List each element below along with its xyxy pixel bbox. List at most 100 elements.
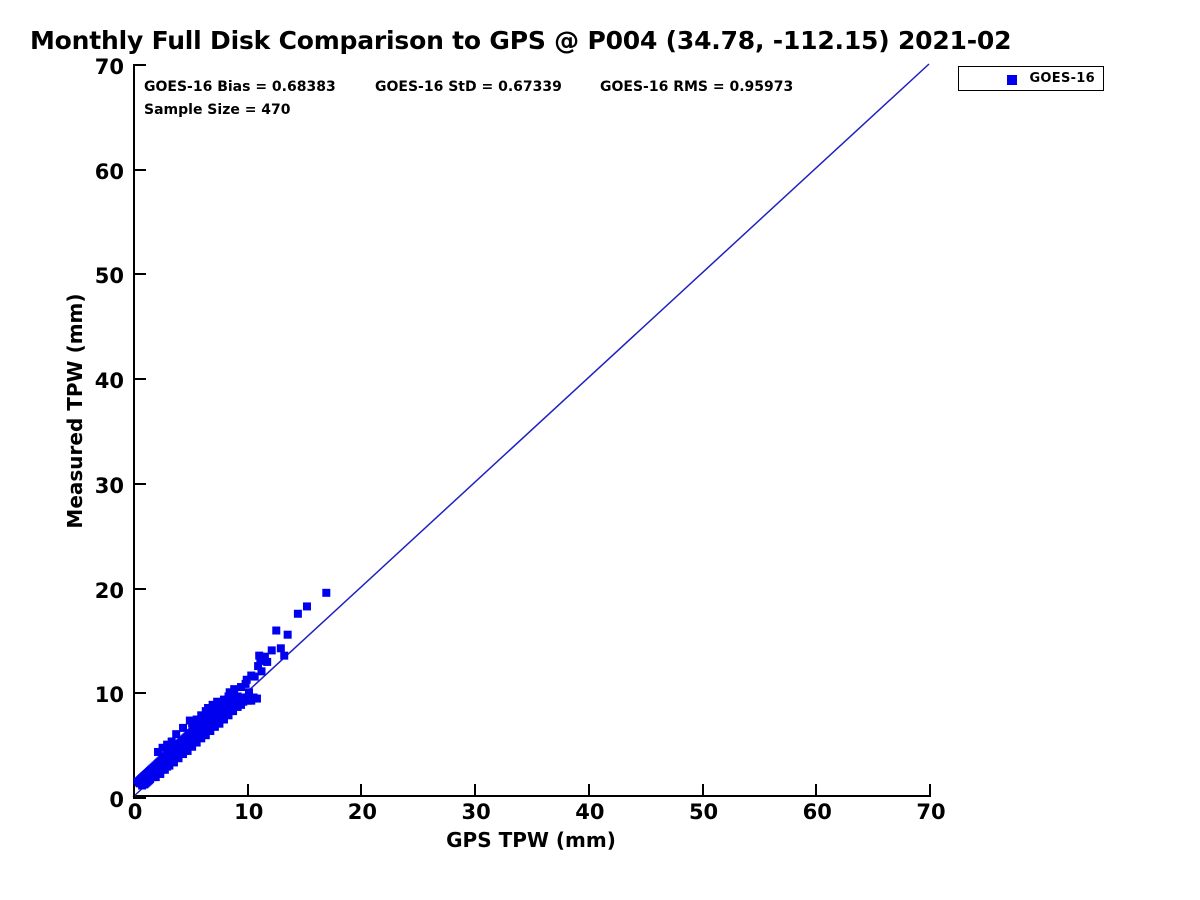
scatter-point	[241, 679, 250, 688]
scatter-point	[206, 709, 215, 718]
scatter-point	[260, 652, 269, 661]
y-tick-label-20: 20	[94, 578, 124, 603]
scatter-point	[252, 694, 261, 703]
scatter-point	[169, 758, 178, 767]
scatter-point	[197, 734, 206, 743]
scatter-point	[165, 761, 174, 770]
scatter-point	[163, 740, 172, 749]
y-tick-label-60: 60	[94, 159, 124, 184]
scatter-point	[254, 662, 263, 671]
scatter-point	[219, 715, 228, 724]
scatter-point	[219, 695, 228, 704]
scatter-point	[210, 722, 219, 731]
scatter-point	[188, 742, 197, 751]
x-tick-30: 30	[462, 784, 491, 824]
x-axis-label: GPS TPW (mm)	[446, 828, 616, 852]
scatter-point	[242, 675, 251, 684]
scatter-point	[204, 703, 213, 712]
y-tick-0: 0	[109, 788, 146, 812]
scatter-point	[263, 657, 272, 666]
y-tick-label-30: 30	[94, 473, 124, 498]
scatter-point	[230, 685, 239, 694]
chart-title: Monthly Full Disk Comparison to GPS @ P0…	[30, 26, 1012, 55]
scatter-point	[183, 746, 192, 755]
y-tick-50: 50	[95, 264, 146, 288]
y-tick-label-0: 0	[109, 788, 124, 812]
one-to-one-reference-line	[132, 63, 930, 798]
plot-area: 0 10 20 30 40 50 60 70 0 10 20 30 40 50 60 70	[95, 55, 946, 824]
stat-standard-deviation: GOES-16 StD = 0.67339	[375, 79, 562, 95]
x-tick-60: 60	[803, 784, 832, 824]
legend-label-goes-16: GOES-16	[1029, 71, 1095, 86]
scatter-point	[237, 700, 246, 709]
scatter-point	[293, 609, 302, 618]
scatter-point	[192, 738, 201, 747]
scatter-point	[226, 705, 235, 714]
scatter-point	[280, 651, 289, 660]
y-tick-40: 40	[95, 369, 146, 393]
scatter-point	[267, 646, 276, 655]
y-tick-20: 20	[95, 579, 146, 603]
x-tick-label-0: 0	[127, 800, 143, 824]
scatter-point	[272, 626, 281, 635]
legend-box: GOES-16	[958, 66, 1104, 91]
x-tick-label-10: 10	[234, 800, 264, 824]
scatter-point	[257, 667, 266, 676]
x-tick-label-50: 50	[688, 800, 719, 824]
scatter-point	[167, 737, 176, 746]
scatter-point	[302, 602, 311, 611]
y-tick-label-10: 10	[94, 683, 124, 708]
scatter-point	[250, 672, 259, 681]
y-tick-30: 30	[95, 474, 146, 498]
y-tick-60: 60	[95, 160, 146, 184]
x-tick-label-30: 30	[461, 800, 491, 824]
stat-rms: GOES-16 RMS = 0.95973	[600, 79, 794, 95]
scatter-point	[185, 716, 194, 725]
scatter-point	[213, 697, 222, 706]
scatter-point	[225, 688, 234, 697]
scatter-point	[322, 588, 331, 597]
stat-sample-size: Sample Size = 470	[144, 102, 291, 118]
x-tick-label-60: 60	[802, 800, 832, 824]
y-tick-label-40: 40	[94, 369, 124, 394]
scatter-point	[209, 717, 218, 726]
scatter-point	[174, 754, 183, 763]
y-tick-label-70: 70	[94, 55, 124, 79]
x-tick-20: 20	[348, 784, 377, 824]
scatter-point	[233, 692, 242, 701]
scatter-point	[156, 769, 165, 778]
y-tick-10: 10	[95, 683, 146, 707]
scatter-point	[158, 743, 167, 752]
x-tick-0: 0	[128, 784, 142, 824]
scatter-point	[179, 723, 188, 732]
stat-bias: GOES-16 Bias = 0.68383	[144, 79, 336, 95]
y-tick-70: 70	[95, 55, 146, 79]
y-axis-label: Measured TPW (mm)	[63, 293, 87, 529]
x-tick-40: 40	[575, 784, 604, 824]
x-tick-70: 70	[916, 784, 946, 824]
axes-frame	[133, 64, 929, 797]
y-tick-label-50: 50	[94, 264, 124, 289]
x-tick-label-20: 20	[347, 800, 378, 824]
scatter-point	[208, 700, 217, 709]
scatter-point	[222, 708, 231, 717]
x-tick-label-40: 40	[575, 800, 605, 824]
scatter-point	[276, 644, 285, 653]
scatter-point	[179, 750, 188, 759]
scatter-point	[255, 651, 264, 660]
scatter-point	[172, 730, 181, 739]
x-tick-label-70: 70	[916, 800, 946, 824]
scatter-point	[192, 715, 201, 724]
scatter-point	[244, 688, 253, 697]
x-tick-10: 10	[234, 784, 263, 824]
scatter-point	[247, 696, 256, 705]
scatter-point	[151, 773, 160, 782]
scatter-point	[201, 731, 210, 740]
data-layer	[132, 63, 930, 798]
scatter-point	[197, 711, 206, 720]
scatter-point	[224, 692, 233, 701]
legend-swatch-goes-16	[1007, 75, 1017, 85]
x-tick-50: 50	[689, 784, 718, 824]
scatter-point	[160, 765, 169, 774]
